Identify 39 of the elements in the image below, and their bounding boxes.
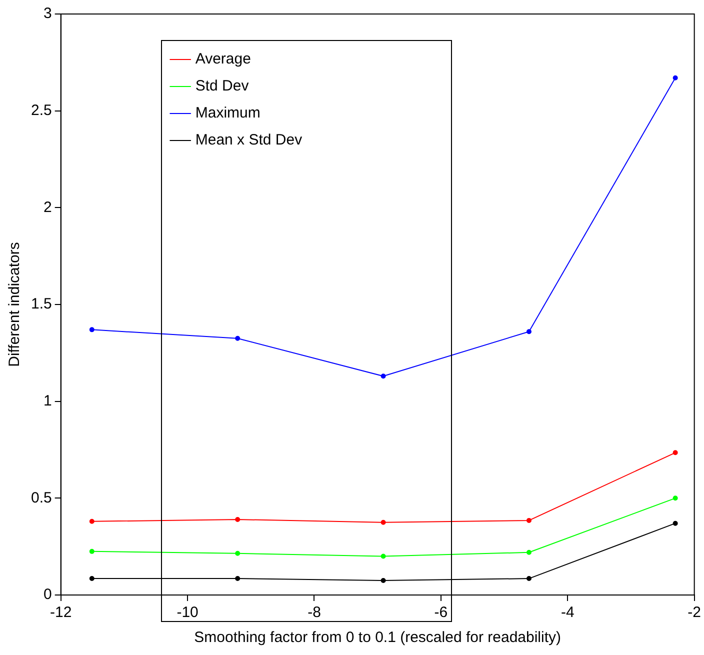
y-tick-label: 0 xyxy=(44,586,52,604)
x-axis-title: Smoothing factor from 0 to 0.1 (rescaled for readability) xyxy=(194,629,562,646)
point xyxy=(526,518,532,523)
point xyxy=(672,75,678,80)
x-tick-label: -6 xyxy=(434,604,448,622)
point xyxy=(672,520,678,526)
x-tick-label: -4 xyxy=(560,604,574,622)
y-tick-label: 3 xyxy=(44,5,52,22)
point xyxy=(235,336,240,341)
x-tick-label: -2 xyxy=(688,604,702,622)
point xyxy=(526,329,532,334)
y-tick-label: 0.5 xyxy=(30,489,52,506)
point xyxy=(672,450,678,456)
y-tick-label: 2.5 xyxy=(30,102,52,119)
point xyxy=(89,518,94,524)
point xyxy=(89,327,94,332)
y-tick-label: 2 xyxy=(44,198,52,216)
x-tick-label: -12 xyxy=(50,604,72,622)
legend-label: Mean x Std Dev xyxy=(195,132,303,149)
point xyxy=(380,520,386,525)
point xyxy=(235,576,240,582)
point xyxy=(89,576,94,582)
point xyxy=(526,550,532,555)
y-axis-title: Different indicators xyxy=(6,242,24,367)
y-tick-label: 1 xyxy=(44,392,52,410)
x-tick-label: -10 xyxy=(176,604,198,622)
point xyxy=(526,576,532,582)
point xyxy=(380,578,386,583)
legend-label: Average xyxy=(195,50,251,68)
point xyxy=(672,496,678,501)
y-tick-label: 1.5 xyxy=(30,296,52,313)
point xyxy=(235,516,240,522)
point xyxy=(235,550,240,556)
legend-label: Std Dev xyxy=(195,78,250,95)
point xyxy=(89,548,94,554)
legend-label: Maximum xyxy=(195,104,260,122)
point xyxy=(380,374,386,379)
x-tick-label: -8 xyxy=(308,604,321,622)
point xyxy=(380,554,386,559)
